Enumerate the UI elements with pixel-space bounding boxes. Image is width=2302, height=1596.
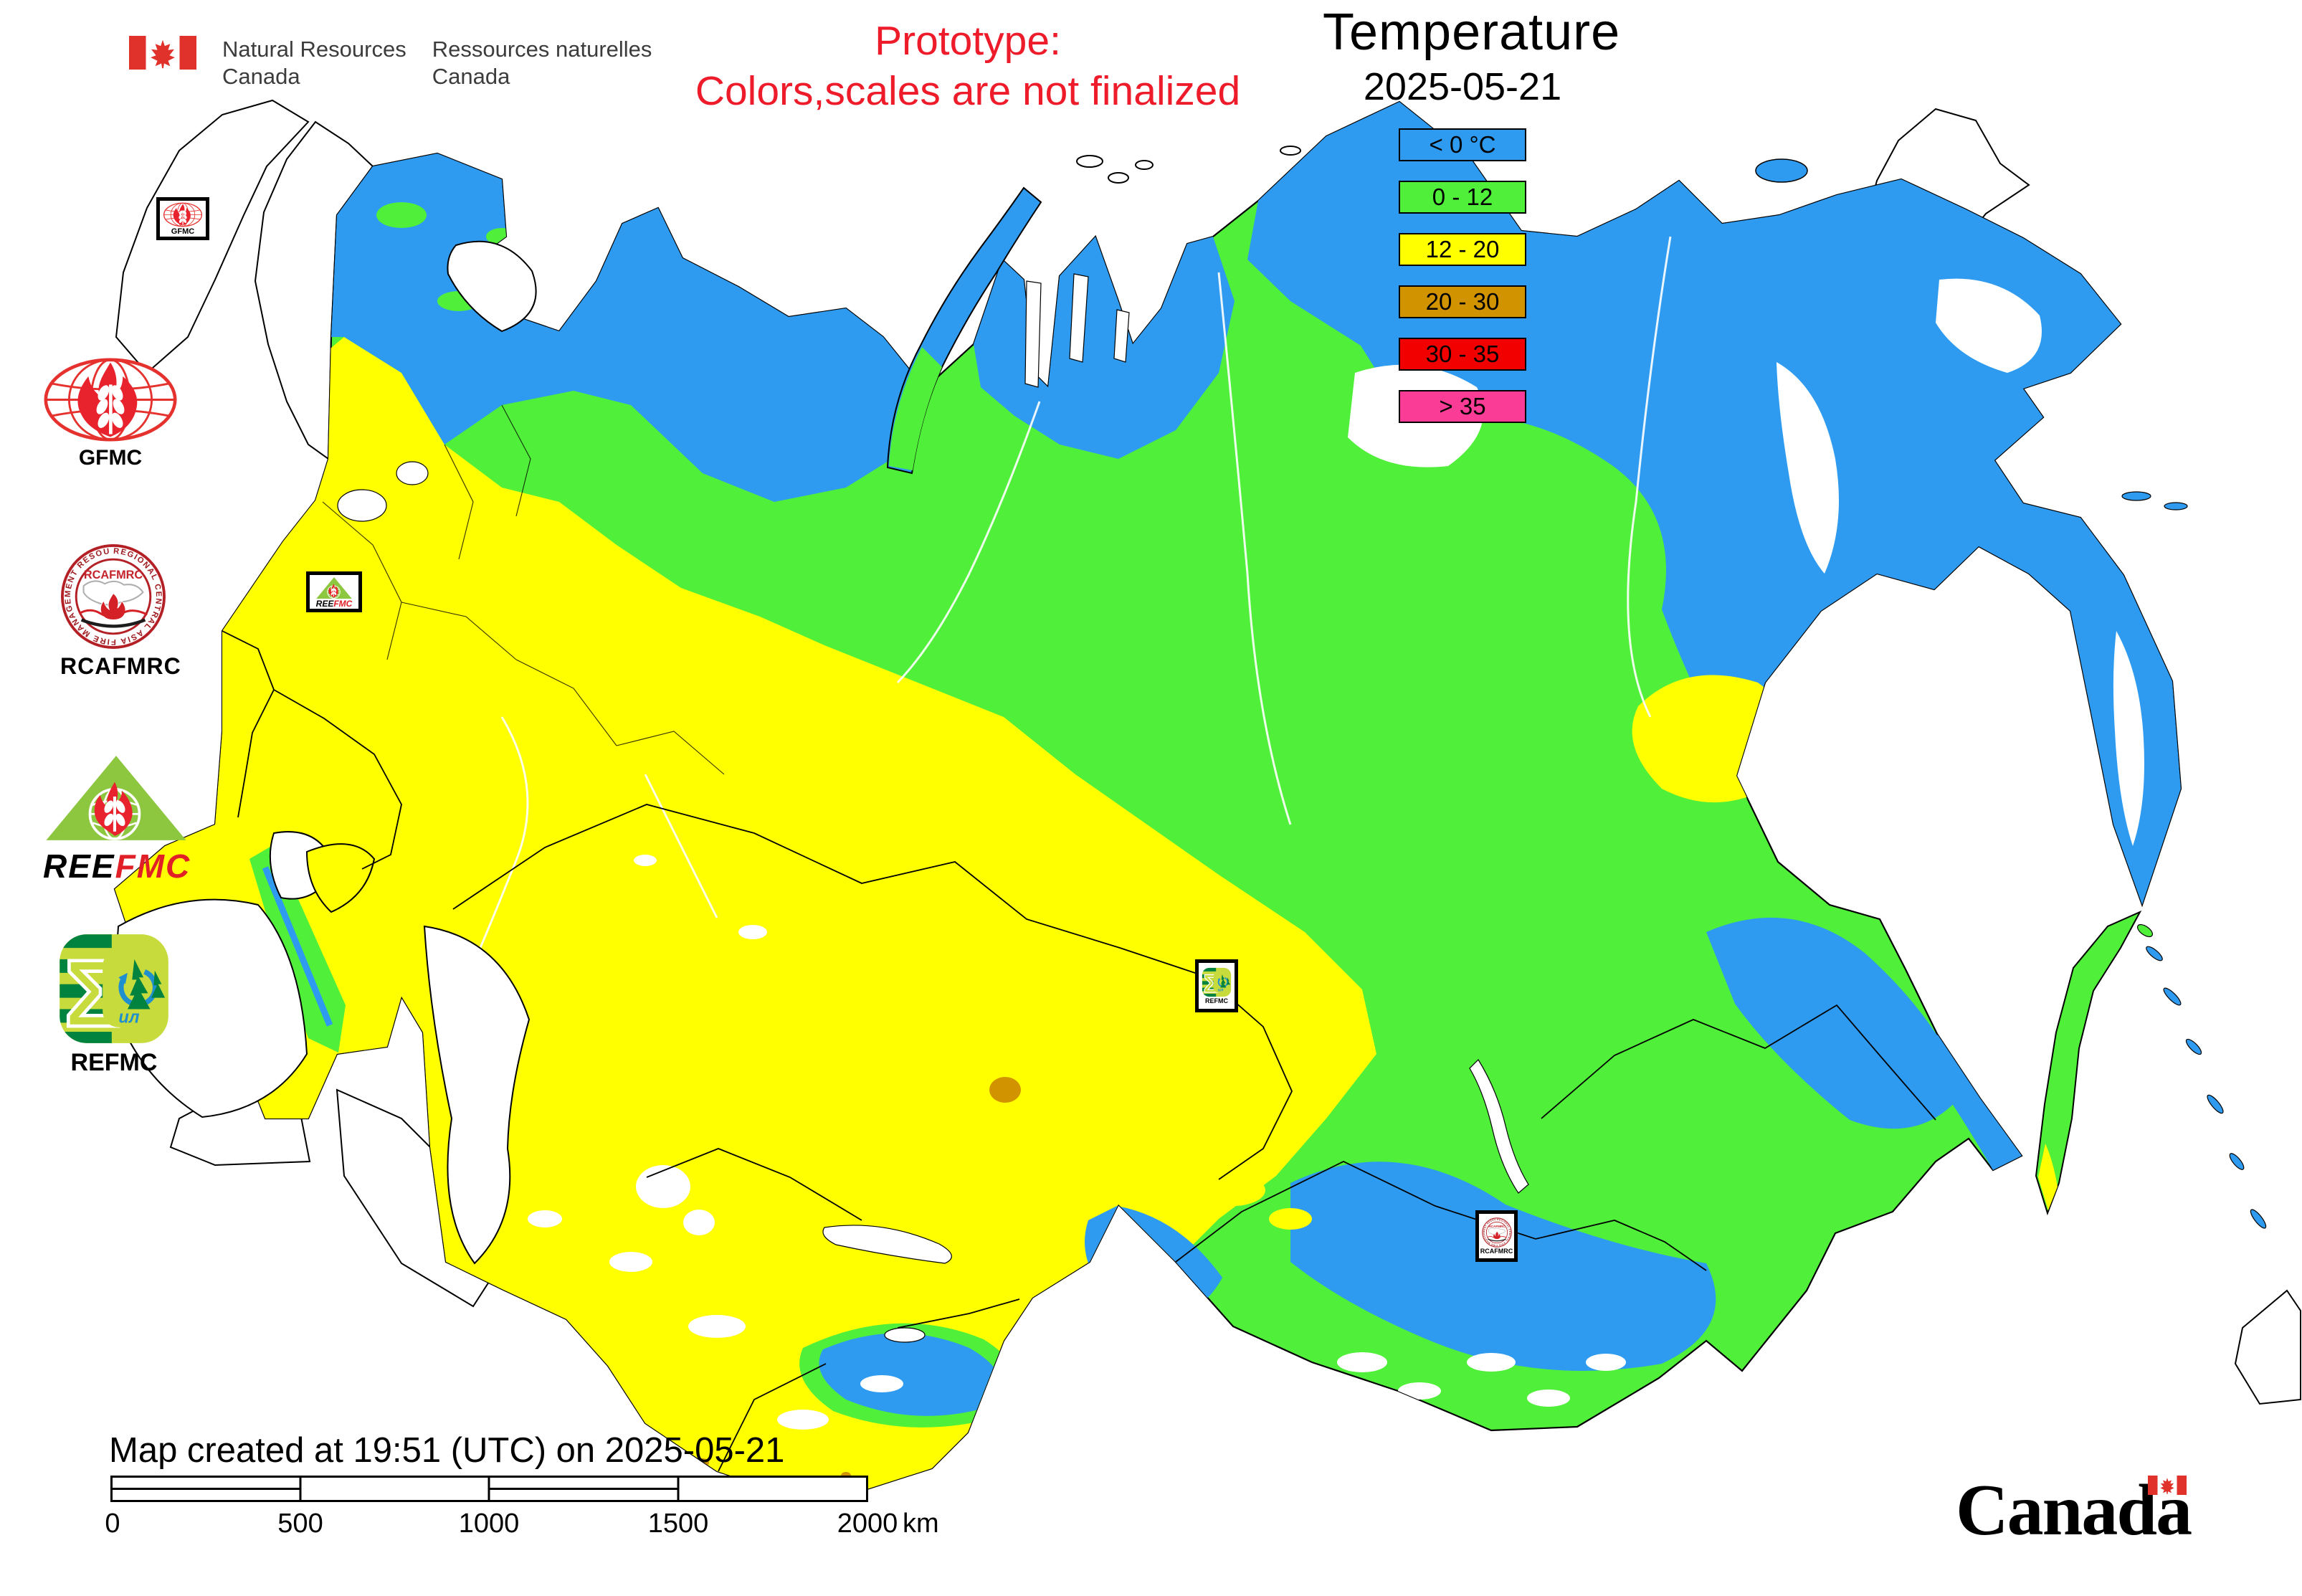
nrcan-en-line1: Natural Resources — [222, 37, 406, 62]
reefmc-wordmark-black: REE — [43, 847, 115, 885]
legend-date: 2025-05-21 — [1363, 65, 1562, 108]
scale-bar-graphic — [110, 1476, 868, 1502]
legend-item-label: 12 - 20 — [1425, 236, 1500, 262]
rcafmrc-logo-icon — [60, 543, 166, 650]
logo-reefmc: REEFMC — [43, 753, 189, 885]
legend-item-gt35: > 35 — [1399, 390, 1526, 423]
scale-tick-1000: 1000 — [458, 1509, 520, 1539]
scale-tick-1500: 1500 — [647, 1509, 709, 1539]
rcafmrc-label: RCAFMRC — [60, 653, 181, 679]
scale-tick-0: 0 — [105, 1509, 120, 1539]
legend-item-30-35: 30 - 35 — [1399, 338, 1526, 371]
prototype-note-line1: Prototype: — [875, 18, 1061, 64]
logo-gfmc: GFMC — [42, 357, 179, 470]
legend-item-0-12: 0 - 12 — [1399, 181, 1526, 214]
logo-rcafmrc: RCAFMRC — [60, 543, 181, 680]
refmc-label: REFMC — [70, 1049, 158, 1076]
legend: Temperature 2025-05-21 < 0 °C 0 - 12 12 … — [1323, 3, 1621, 423]
refmc-marker-label: REFMC — [1205, 997, 1228, 1004]
legend-item-label: 20 - 30 — [1425, 288, 1500, 315]
gfmc-logo-icon — [42, 357, 179, 442]
reefmc-marker-icon — [315, 576, 353, 599]
legend-item-lt0: < 0 °C — [1399, 128, 1526, 161]
rcafmrc-marker-icon — [1482, 1217, 1512, 1248]
canada-flag-icon — [129, 36, 196, 70]
reefmc-marker-red: FMC — [333, 598, 353, 609]
prototype-note-line2: Colors,scales are not finalized — [695, 68, 1241, 114]
nrcan-fr-line2: Canada — [432, 64, 510, 89]
map-marker-reefmc: REEFMC — [306, 571, 362, 612]
islands — [886, 158, 2267, 1229]
legend-item-12-20: 12 - 20 — [1399, 233, 1526, 266]
legend-item-20-30: 20 - 30 — [1399, 285, 1526, 318]
legend-title: Temperature — [1323, 4, 1621, 61]
canada-wordmark-flag-icon — [2148, 1476, 2187, 1495]
reefmc-marker-label: REEFMC — [316, 599, 353, 608]
prototype-note: Prototype: Colors,scales are not finaliz… — [631, 16, 1305, 116]
map-marker-rcafmrc: RCAFMRC — [1475, 1210, 1518, 1262]
logo-refmc: REFMC — [57, 932, 171, 1077]
legend-item-label: < 0 °C — [1429, 131, 1496, 158]
scale-unit: km — [903, 1509, 939, 1539]
scale-tick-500: 500 — [277, 1509, 323, 1539]
nrcan-signature-en: Natural Resources Canada — [222, 36, 406, 90]
nrcan-signature: Natural Resources Canada Ressources natu… — [129, 36, 652, 90]
map-marker-gfmc: GFMC — [156, 197, 209, 240]
refmc-logo-icon — [57, 932, 171, 1045]
nrcan-signature-fr: Ressources naturelles Canada — [432, 36, 652, 90]
nrcan-fr-line1: Ressources naturelles — [432, 37, 652, 62]
gfmc-marker-icon — [163, 202, 203, 227]
legend-item-label: 0 - 12 — [1432, 184, 1493, 210]
scale-tick-2000: 2000 — [837, 1509, 898, 1539]
reefmc-marker-black: REE — [315, 598, 334, 609]
borders — [222, 404, 1936, 1472]
refmc-marker-icon — [1202, 967, 1232, 997]
rcafmrc-marker-label: RCAFMRC — [1480, 1248, 1513, 1255]
legend-item-label: 30 - 35 — [1425, 341, 1500, 367]
rivers — [461, 236, 1672, 990]
reefmc-wordmark-red: FMC — [115, 847, 191, 885]
scale-bar: 0 500 1000 1500 2000 km — [105, 1476, 939, 1539]
nrcan-en-line2: Canada — [222, 64, 300, 89]
reefmc-logo-icon — [43, 753, 189, 843]
map-marker-refmc: REFMC — [1195, 959, 1238, 1012]
gfmc-marker-label: GFMC — [171, 227, 195, 236]
created-timestamp: Map created at 19:51 (UTC) on 2025-05-21 — [109, 1431, 785, 1470]
legend-item-label: > 35 — [1439, 393, 1486, 419]
gfmc-label: GFMC — [78, 446, 143, 470]
reefmc-wordmark: REEFMC — [43, 847, 189, 885]
